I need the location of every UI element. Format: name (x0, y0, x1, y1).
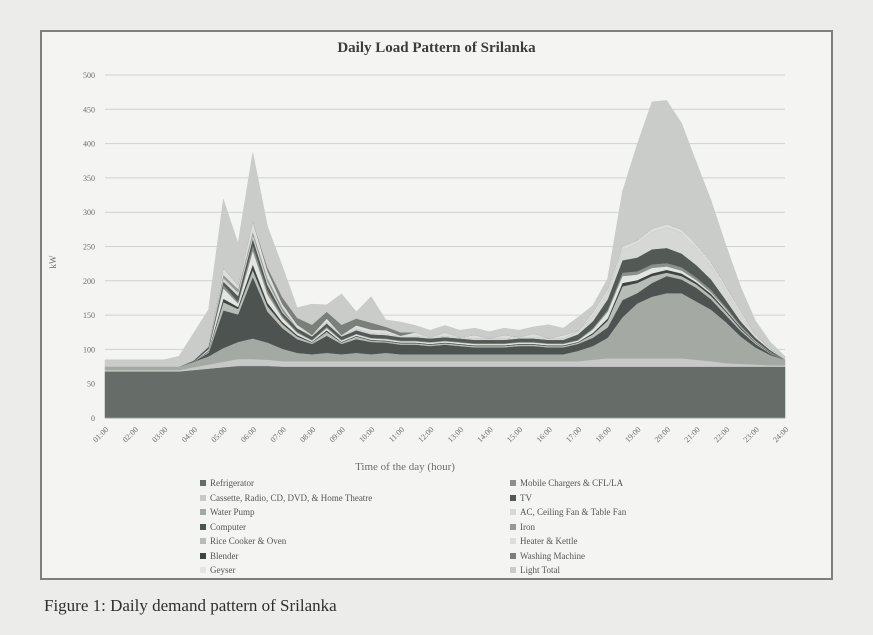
legend-swatch (200, 494, 206, 501)
x-tick-label: 21:00 (682, 425, 701, 444)
legend-swatch (510, 494, 516, 501)
x-axis-label: Time of the day (hour) (355, 461, 455, 473)
x-tick-label: 08:00 (298, 425, 317, 444)
legend-item: AC, Ceiling Fan & Table Fan (510, 507, 626, 517)
x-tick-label: 14:00 (475, 425, 494, 444)
x-tick-label: 12:00 (416, 425, 435, 444)
legend-label: Water Pump (210, 507, 255, 517)
legend-label: Mobile Chargers & CFL/LA (520, 478, 624, 488)
legend-swatch (200, 480, 206, 486)
legend-swatch (510, 552, 516, 559)
legend-item: Rice Cooker & Oven (200, 536, 286, 546)
x-tick-label: 02:00 (121, 425, 140, 444)
x-tick-label: 20:00 (653, 425, 672, 444)
x-tick-label: 07:00 (269, 425, 288, 444)
legend-item: Mobile Chargers & CFL/LA (510, 478, 623, 488)
legend-label: Refrigerator (210, 478, 254, 488)
y-tick-label: 50 (87, 380, 95, 389)
x-tick-label: 04:00 (180, 425, 199, 444)
legend-swatch (200, 552, 206, 559)
y-tick-label: 300 (83, 208, 95, 217)
legend-item: Light Total (510, 565, 560, 575)
legend-swatch (510, 480, 516, 486)
legend-swatch (200, 538, 206, 544)
legend-item: Iron (510, 522, 535, 532)
x-tick-label: 16:00 (535, 425, 554, 444)
y-tick-label: 450 (83, 105, 95, 114)
legend-item: Refrigerator (200, 478, 254, 488)
legend-item: Washing Machine (510, 551, 585, 561)
area-series (104, 365, 786, 419)
legend-swatch (510, 567, 516, 573)
x-tick-label: 09:00 (328, 425, 347, 444)
legend-item: TV (510, 493, 532, 503)
y-tick-label: 0 (91, 414, 95, 423)
legend-swatch (510, 538, 516, 544)
y-tick-label: 100 (83, 345, 95, 354)
x-tick-label: 24:00 (771, 425, 790, 444)
legend-swatch (510, 509, 516, 515)
x-tick-label: 10:00 (357, 425, 376, 444)
y-tick-label: 250 (83, 243, 95, 252)
legend-label: Blender (210, 550, 239, 561)
legend-label: Computer (210, 521, 246, 532)
legend-label: Cassette, Radio, CD, DVD, & Home Theatre (210, 492, 373, 503)
x-tick-label: 23:00 (742, 425, 761, 444)
x-tick-label: 11:00 (387, 425, 406, 444)
y-tick-label: 150 (83, 311, 95, 320)
legend-swatch (200, 523, 206, 530)
legend-item: Computer (200, 522, 246, 532)
x-tick-label: 03:00 (150, 425, 169, 444)
x-tick-label: 01:00 (91, 425, 110, 444)
x-tick-label: 05:00 (209, 425, 228, 444)
legend-swatch (510, 523, 516, 530)
legend-label: TV (520, 492, 532, 503)
x-tick-label: 06:00 (239, 425, 258, 444)
y-tick-label: 200 (83, 277, 95, 286)
x-tick-label: 19:00 (623, 425, 642, 444)
y-tick-label: 400 (83, 140, 95, 149)
x-tick-label: 13:00 (446, 425, 465, 444)
chart-title: Daily Load Pattern of Srilanka (337, 40, 536, 56)
legend-label: Light Total (520, 565, 560, 575)
legend-label: AC, Ceiling Fan & Table Fan (520, 507, 627, 517)
figure-caption: Figure 1: Daily demand pattern of Srilan… (44, 596, 337, 615)
legend: Refrigerator Cassette, Radio, CD, DVD, & … (200, 478, 720, 582)
legend-label: Iron (520, 521, 535, 532)
legend-item: Water Pump (200, 507, 255, 517)
x-tick-label: 22:00 (712, 425, 731, 444)
x-tick-label: 18:00 (594, 425, 613, 444)
legend-item: Blender (200, 551, 239, 561)
legend-label: Heater & Kettle (520, 536, 578, 546)
x-tick-label: 15:00 (505, 425, 524, 444)
legend-item: Geyser (200, 565, 236, 575)
legend-label: Rice Cooker & Oven (210, 536, 287, 546)
y-tick-label: 350 (83, 174, 95, 183)
legend-swatch (200, 509, 206, 515)
area-series (104, 100, 786, 367)
y-tick-label: 500 (83, 71, 95, 80)
legend-item: Cassette, Radio, CD, DVD, & Home Theatre (200, 493, 372, 503)
legend-swatch (200, 567, 206, 573)
x-tick-label: 17:00 (564, 425, 583, 444)
legend-label: Washing Machine (520, 550, 586, 561)
y-axis-label: kW (48, 255, 58, 269)
legend-item: Heater & Kettle (510, 536, 577, 546)
legend-label: Geyser (210, 565, 236, 575)
